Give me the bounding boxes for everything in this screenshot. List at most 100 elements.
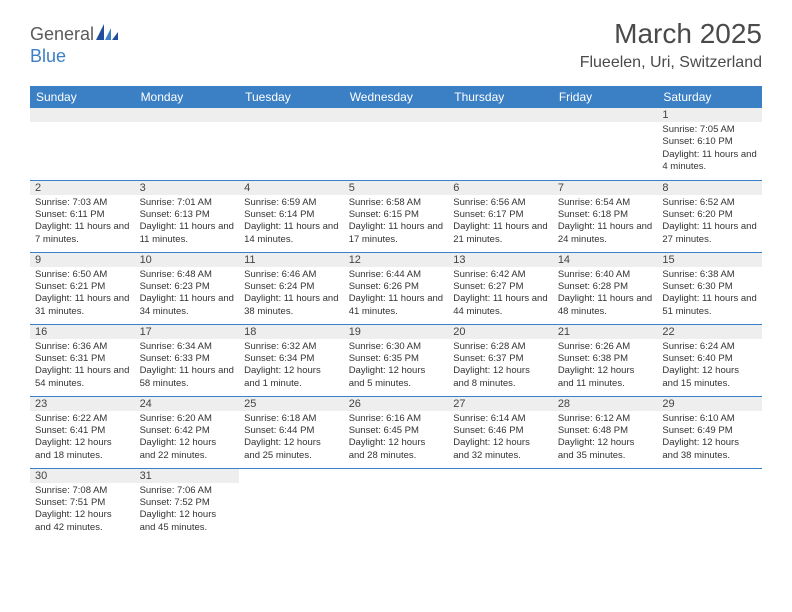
daylight-text: Daylight: 12 hours and 45 minutes. bbox=[140, 509, 235, 534]
day-number: 25 bbox=[239, 397, 344, 411]
calendar-empty-cell bbox=[135, 108, 240, 180]
calendar-day-cell: 4Sunrise: 6:59 AMSunset: 6:14 PMDaylight… bbox=[239, 180, 344, 252]
calendar-day-cell: 19Sunrise: 6:30 AMSunset: 6:35 PMDayligh… bbox=[344, 324, 449, 396]
calendar-day-cell: 24Sunrise: 6:20 AMSunset: 6:42 PMDayligh… bbox=[135, 396, 240, 468]
sunrise-text: Sunrise: 6:20 AM bbox=[140, 413, 235, 425]
day-details: Sunrise: 6:34 AMSunset: 6:33 PMDaylight:… bbox=[135, 339, 240, 394]
calendar-table: SundayMondayTuesdayWednesdayThursdayFrid… bbox=[30, 86, 762, 540]
calendar-day-cell: 20Sunrise: 6:28 AMSunset: 6:37 PMDayligh… bbox=[448, 324, 553, 396]
calendar-day-cell: 10Sunrise: 6:48 AMSunset: 6:23 PMDayligh… bbox=[135, 252, 240, 324]
weekday-header: Saturday bbox=[657, 86, 762, 108]
calendar-day-cell: 9Sunrise: 6:50 AMSunset: 6:21 PMDaylight… bbox=[30, 252, 135, 324]
sunset-text: Sunset: 6:23 PM bbox=[140, 281, 235, 293]
sunset-text: Sunset: 6:35 PM bbox=[349, 353, 444, 365]
sunrise-text: Sunrise: 6:38 AM bbox=[662, 269, 757, 281]
calendar-empty-cell bbox=[30, 108, 135, 180]
sunrise-text: Sunrise: 6:52 AM bbox=[662, 197, 757, 209]
page-header: General March 2025 Flueelen, Uri, Switze… bbox=[0, 0, 792, 80]
day-details: Sunrise: 6:42 AMSunset: 6:27 PMDaylight:… bbox=[448, 267, 553, 322]
sunset-text: Sunset: 6:37 PM bbox=[453, 353, 548, 365]
daylight-text: Daylight: 11 hours and 54 minutes. bbox=[35, 365, 130, 390]
brand-logo: General bbox=[30, 24, 118, 45]
calendar-day-cell: 5Sunrise: 6:58 AMSunset: 6:15 PMDaylight… bbox=[344, 180, 449, 252]
day-number: 31 bbox=[135, 469, 240, 483]
calendar-day-cell: 16Sunrise: 6:36 AMSunset: 6:31 PMDayligh… bbox=[30, 324, 135, 396]
daynum-bar-empty bbox=[344, 108, 449, 122]
calendar-empty-cell bbox=[344, 468, 449, 540]
day-number: 7 bbox=[553, 181, 658, 195]
calendar-day-cell: 18Sunrise: 6:32 AMSunset: 6:34 PMDayligh… bbox=[239, 324, 344, 396]
sunrise-text: Sunrise: 7:05 AM bbox=[662, 124, 757, 136]
day-details: Sunrise: 7:01 AMSunset: 6:13 PMDaylight:… bbox=[135, 195, 240, 250]
day-details: Sunrise: 6:20 AMSunset: 6:42 PMDaylight:… bbox=[135, 411, 240, 466]
location-text: Flueelen, Uri, Switzerland bbox=[580, 54, 762, 72]
month-title: March 2025 bbox=[580, 18, 762, 50]
day-details: Sunrise: 6:56 AMSunset: 6:17 PMDaylight:… bbox=[448, 195, 553, 250]
daylight-text: Daylight: 12 hours and 28 minutes. bbox=[349, 437, 444, 462]
day-details: Sunrise: 6:26 AMSunset: 6:38 PMDaylight:… bbox=[553, 339, 658, 394]
daylight-text: Daylight: 11 hours and 51 minutes. bbox=[662, 293, 757, 318]
day-number: 23 bbox=[30, 397, 135, 411]
day-details: Sunrise: 6:12 AMSunset: 6:48 PMDaylight:… bbox=[553, 411, 658, 466]
day-details: Sunrise: 6:38 AMSunset: 6:30 PMDaylight:… bbox=[657, 267, 762, 322]
daylight-text: Daylight: 11 hours and 17 minutes. bbox=[349, 221, 444, 246]
daylight-text: Daylight: 12 hours and 32 minutes. bbox=[453, 437, 548, 462]
day-number: 11 bbox=[239, 253, 344, 267]
sunset-text: Sunset: 6:38 PM bbox=[558, 353, 653, 365]
daylight-text: Daylight: 11 hours and 44 minutes. bbox=[453, 293, 548, 318]
calendar-empty-cell bbox=[657, 468, 762, 540]
daylight-text: Daylight: 11 hours and 7 minutes. bbox=[35, 221, 130, 246]
daylight-text: Daylight: 11 hours and 4 minutes. bbox=[662, 149, 757, 174]
weekday-header: Monday bbox=[135, 86, 240, 108]
day-details: Sunrise: 6:22 AMSunset: 6:41 PMDaylight:… bbox=[30, 411, 135, 466]
daylight-text: Daylight: 12 hours and 38 minutes. bbox=[662, 437, 757, 462]
day-number: 8 bbox=[657, 181, 762, 195]
calendar-day-cell: 2Sunrise: 7:03 AMSunset: 6:11 PMDaylight… bbox=[30, 180, 135, 252]
daylight-text: Daylight: 12 hours and 25 minutes. bbox=[244, 437, 339, 462]
sunrise-text: Sunrise: 6:46 AM bbox=[244, 269, 339, 281]
sunrise-text: Sunrise: 6:50 AM bbox=[35, 269, 130, 281]
calendar-day-cell: 17Sunrise: 6:34 AMSunset: 6:33 PMDayligh… bbox=[135, 324, 240, 396]
sunset-text: Sunset: 6:17 PM bbox=[453, 209, 548, 221]
calendar-empty-cell bbox=[553, 108, 658, 180]
sunset-text: Sunset: 6:46 PM bbox=[453, 425, 548, 437]
sunset-text: Sunset: 6:42 PM bbox=[140, 425, 235, 437]
sunset-text: Sunset: 6:26 PM bbox=[349, 281, 444, 293]
calendar-empty-cell bbox=[553, 468, 658, 540]
sunrise-text: Sunrise: 6:30 AM bbox=[349, 341, 444, 353]
calendar-day-cell: 30Sunrise: 7:08 AMSunset: 7:51 PMDayligh… bbox=[30, 468, 135, 540]
day-details: Sunrise: 6:14 AMSunset: 6:46 PMDaylight:… bbox=[448, 411, 553, 466]
sunset-text: Sunset: 6:27 PM bbox=[453, 281, 548, 293]
sunset-text: Sunset: 6:45 PM bbox=[349, 425, 444, 437]
calendar-day-cell: 6Sunrise: 6:56 AMSunset: 6:17 PMDaylight… bbox=[448, 180, 553, 252]
sunset-text: Sunset: 7:52 PM bbox=[140, 497, 235, 509]
day-details: Sunrise: 6:59 AMSunset: 6:14 PMDaylight:… bbox=[239, 195, 344, 250]
day-details: Sunrise: 6:40 AMSunset: 6:28 PMDaylight:… bbox=[553, 267, 658, 322]
day-number: 24 bbox=[135, 397, 240, 411]
daynum-bar-empty bbox=[553, 108, 658, 122]
calendar-day-cell: 21Sunrise: 6:26 AMSunset: 6:38 PMDayligh… bbox=[553, 324, 658, 396]
daylight-text: Daylight: 11 hours and 21 minutes. bbox=[453, 221, 548, 246]
daylight-text: Daylight: 11 hours and 58 minutes. bbox=[140, 365, 235, 390]
sunrise-text: Sunrise: 6:54 AM bbox=[558, 197, 653, 209]
sunset-text: Sunset: 6:40 PM bbox=[662, 353, 757, 365]
calendar-empty-cell bbox=[448, 468, 553, 540]
day-number: 15 bbox=[657, 253, 762, 267]
sunrise-text: Sunrise: 6:40 AM bbox=[558, 269, 653, 281]
sunset-text: Sunset: 6:21 PM bbox=[35, 281, 130, 293]
calendar-week-row: 1Sunrise: 7:05 AMSunset: 6:10 PMDaylight… bbox=[30, 108, 762, 180]
calendar-day-cell: 29Sunrise: 6:10 AMSunset: 6:49 PMDayligh… bbox=[657, 396, 762, 468]
weekday-header: Friday bbox=[553, 86, 658, 108]
sunset-text: Sunset: 6:14 PM bbox=[244, 209, 339, 221]
calendar-day-cell: 27Sunrise: 6:14 AMSunset: 6:46 PMDayligh… bbox=[448, 396, 553, 468]
day-number: 22 bbox=[657, 325, 762, 339]
sunrise-text: Sunrise: 6:18 AM bbox=[244, 413, 339, 425]
day-details: Sunrise: 6:32 AMSunset: 6:34 PMDaylight:… bbox=[239, 339, 344, 394]
day-details: Sunrise: 6:28 AMSunset: 6:37 PMDaylight:… bbox=[448, 339, 553, 394]
calendar-day-cell: 26Sunrise: 6:16 AMSunset: 6:45 PMDayligh… bbox=[344, 396, 449, 468]
calendar-empty-cell bbox=[239, 108, 344, 180]
daylight-text: Daylight: 11 hours and 38 minutes. bbox=[244, 293, 339, 318]
day-number: 27 bbox=[448, 397, 553, 411]
day-details: Sunrise: 6:50 AMSunset: 6:21 PMDaylight:… bbox=[30, 267, 135, 322]
calendar-day-cell: 23Sunrise: 6:22 AMSunset: 6:41 PMDayligh… bbox=[30, 396, 135, 468]
